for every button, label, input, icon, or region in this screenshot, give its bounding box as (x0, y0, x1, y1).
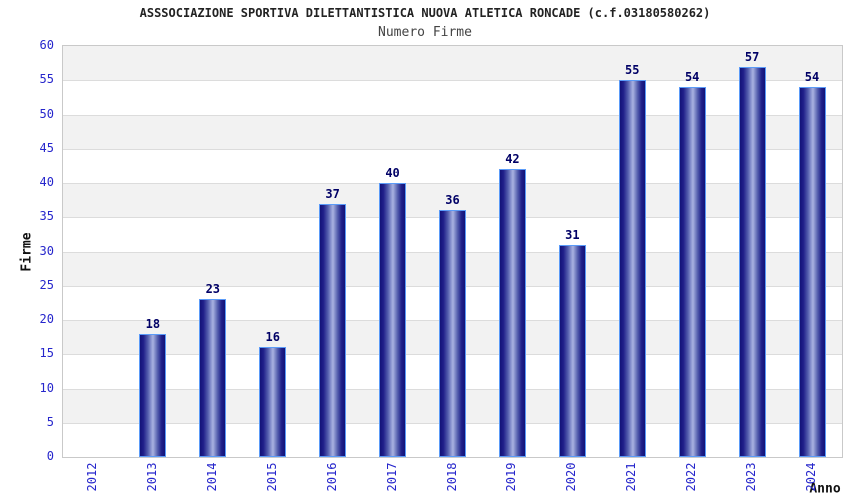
x-tick-label: 2019 (504, 462, 519, 492)
bar-value-label: 57 (744, 49, 760, 64)
plot-area: 18 23 16 37 40 36 42 31 55 54 57 54 (62, 45, 843, 458)
bar-2019 (498, 169, 526, 457)
x-tick-label: 2017 (384, 462, 399, 492)
y-tick-label: 10 (39, 380, 54, 395)
bar-value-label: 54 (684, 70, 700, 85)
bar-value-label: 40 (385, 166, 400, 180)
x-tick-label: 2012 (84, 462, 99, 492)
bar-value-label: 55 (625, 63, 640, 78)
bar-value-label: 54 (804, 70, 820, 85)
plot-band (63, 114, 842, 149)
plot-band (63, 148, 842, 183)
bar-2020 (558, 244, 586, 457)
y-tick-label: 0 (46, 449, 54, 463)
bar-2016 (319, 203, 347, 457)
y-tick-label: 40 (39, 175, 54, 189)
bar-2013 (139, 333, 167, 457)
x-tick-label: 2021 (624, 462, 639, 492)
chart-title: ASSSOCIAZIONE SPORTIVA DILETTANTISTICA N… (139, 6, 711, 20)
y-tick-label: 20 (39, 312, 54, 326)
bar-value-label: 23 (205, 282, 221, 297)
bar-2017 (379, 183, 407, 457)
y-tick-label: 35 (39, 209, 54, 224)
x-tick-label: 2024 (804, 462, 819, 492)
bar-value-label: 42 (505, 152, 520, 167)
x-tick-label: 2016 (324, 462, 339, 492)
bar-2018 (439, 210, 466, 457)
x-tick-label: 2013 (144, 462, 159, 492)
bar-2014 (199, 299, 227, 457)
plot-band (63, 46, 842, 81)
y-tick-label: 45 (39, 140, 54, 155)
bar-2021 (618, 80, 646, 457)
chart-subtitle: Numero Firme (378, 25, 472, 40)
x-tick-label: 2015 (264, 462, 279, 492)
y-tick-label: 60 (39, 38, 54, 52)
y-tick-label: 25 (39, 277, 54, 292)
x-tick-label: 2020 (564, 462, 579, 492)
x-tick-label: 2014 (204, 462, 219, 492)
bar-2022 (678, 87, 706, 457)
bar-2023 (738, 66, 766, 457)
x-axis-title: Anno (809, 481, 841, 497)
bar-2015 (259, 347, 287, 457)
y-tick-label: 55 (39, 72, 54, 87)
y-tick-label: 15 (39, 346, 54, 361)
bar-value-label: 16 (265, 330, 280, 345)
bar-value-label: 37 (325, 186, 340, 201)
x-tick-label: 2023 (744, 462, 759, 492)
bar-value-label: 18 (145, 316, 161, 331)
bar-value-label: 31 (565, 227, 580, 242)
bar-2024 (798, 87, 826, 457)
bar-value-label: 36 (445, 193, 460, 208)
y-tick-label: 50 (39, 106, 54, 121)
x-tick-label: 2022 (684, 462, 699, 492)
x-tick-label: 2018 (444, 462, 459, 492)
plot-band (63, 80, 842, 115)
y-tick-label: 5 (46, 414, 54, 429)
y-tick-label: 30 (39, 243, 54, 258)
